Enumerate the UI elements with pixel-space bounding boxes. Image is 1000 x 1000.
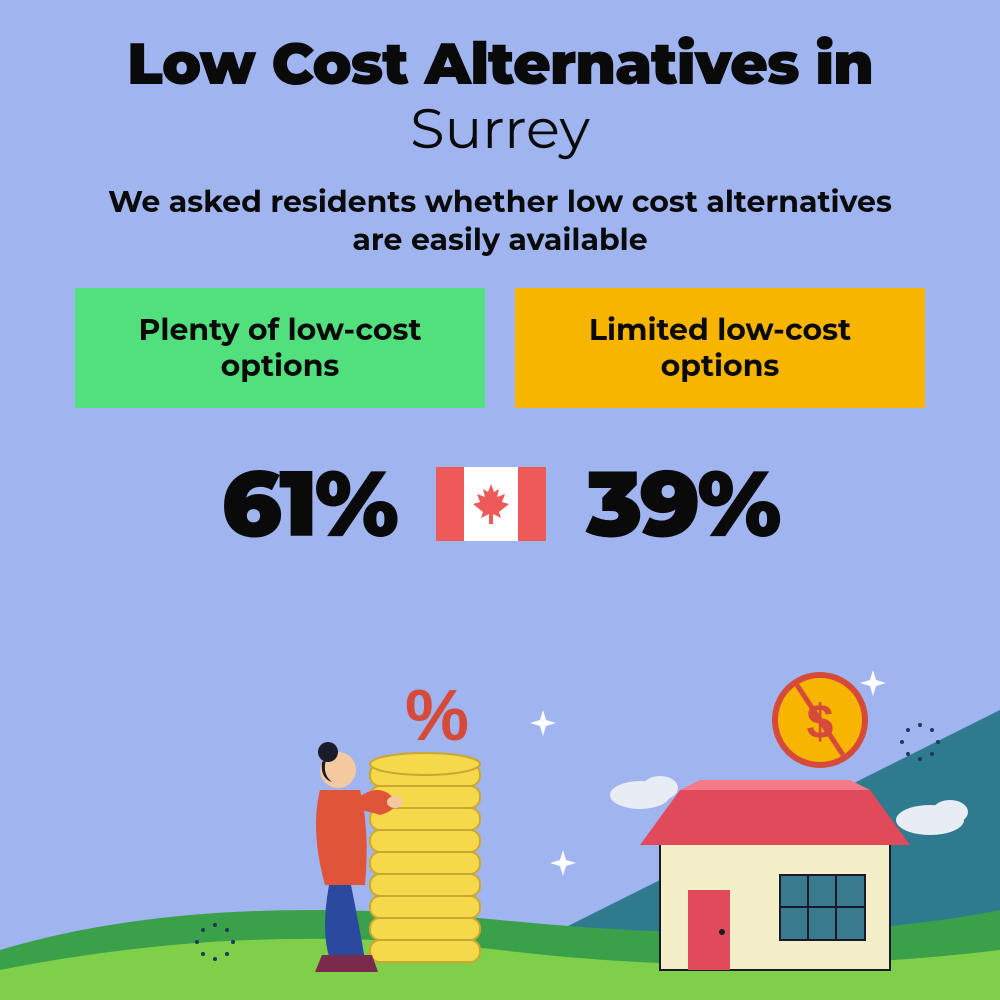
illustration: $ % [0,650,1000,1000]
svg-text:%: % [405,676,469,756]
flag-bar-left [436,467,464,541]
title-line2: Surrey [0,95,1000,163]
percent-icon: % [405,676,469,756]
maple-leaf-icon [471,482,511,526]
flag-bar-right [518,467,546,541]
flag-center [464,467,518,541]
pct-limited: 39% [586,448,779,560]
option-plenty-label: Plenty of low-cost options [105,312,455,384]
pct-plenty: 61% [221,448,396,560]
canada-flag-icon [436,467,546,541]
coin-stack-icon [370,753,480,962]
option-plenty: Plenty of low-cost options [75,288,485,408]
house-icon [640,780,910,970]
stats-row: 61% 39% [0,448,1000,560]
title-block: Low Cost Alternatives in Surrey [0,0,1000,163]
option-limited: Limited low-cost options [515,288,925,408]
cloud-icon [610,776,678,809]
option-limited-label: Limited low-cost options [545,312,895,384]
svg-text:$: $ [807,696,834,749]
title-line1: Low Cost Alternatives in [0,28,1000,99]
subtitle: We asked residents whether low cost alte… [0,183,1000,258]
dollar-coin-icon: $ [775,675,865,765]
option-boxes: Plenty of low-cost options Limited low-c… [0,288,1000,408]
